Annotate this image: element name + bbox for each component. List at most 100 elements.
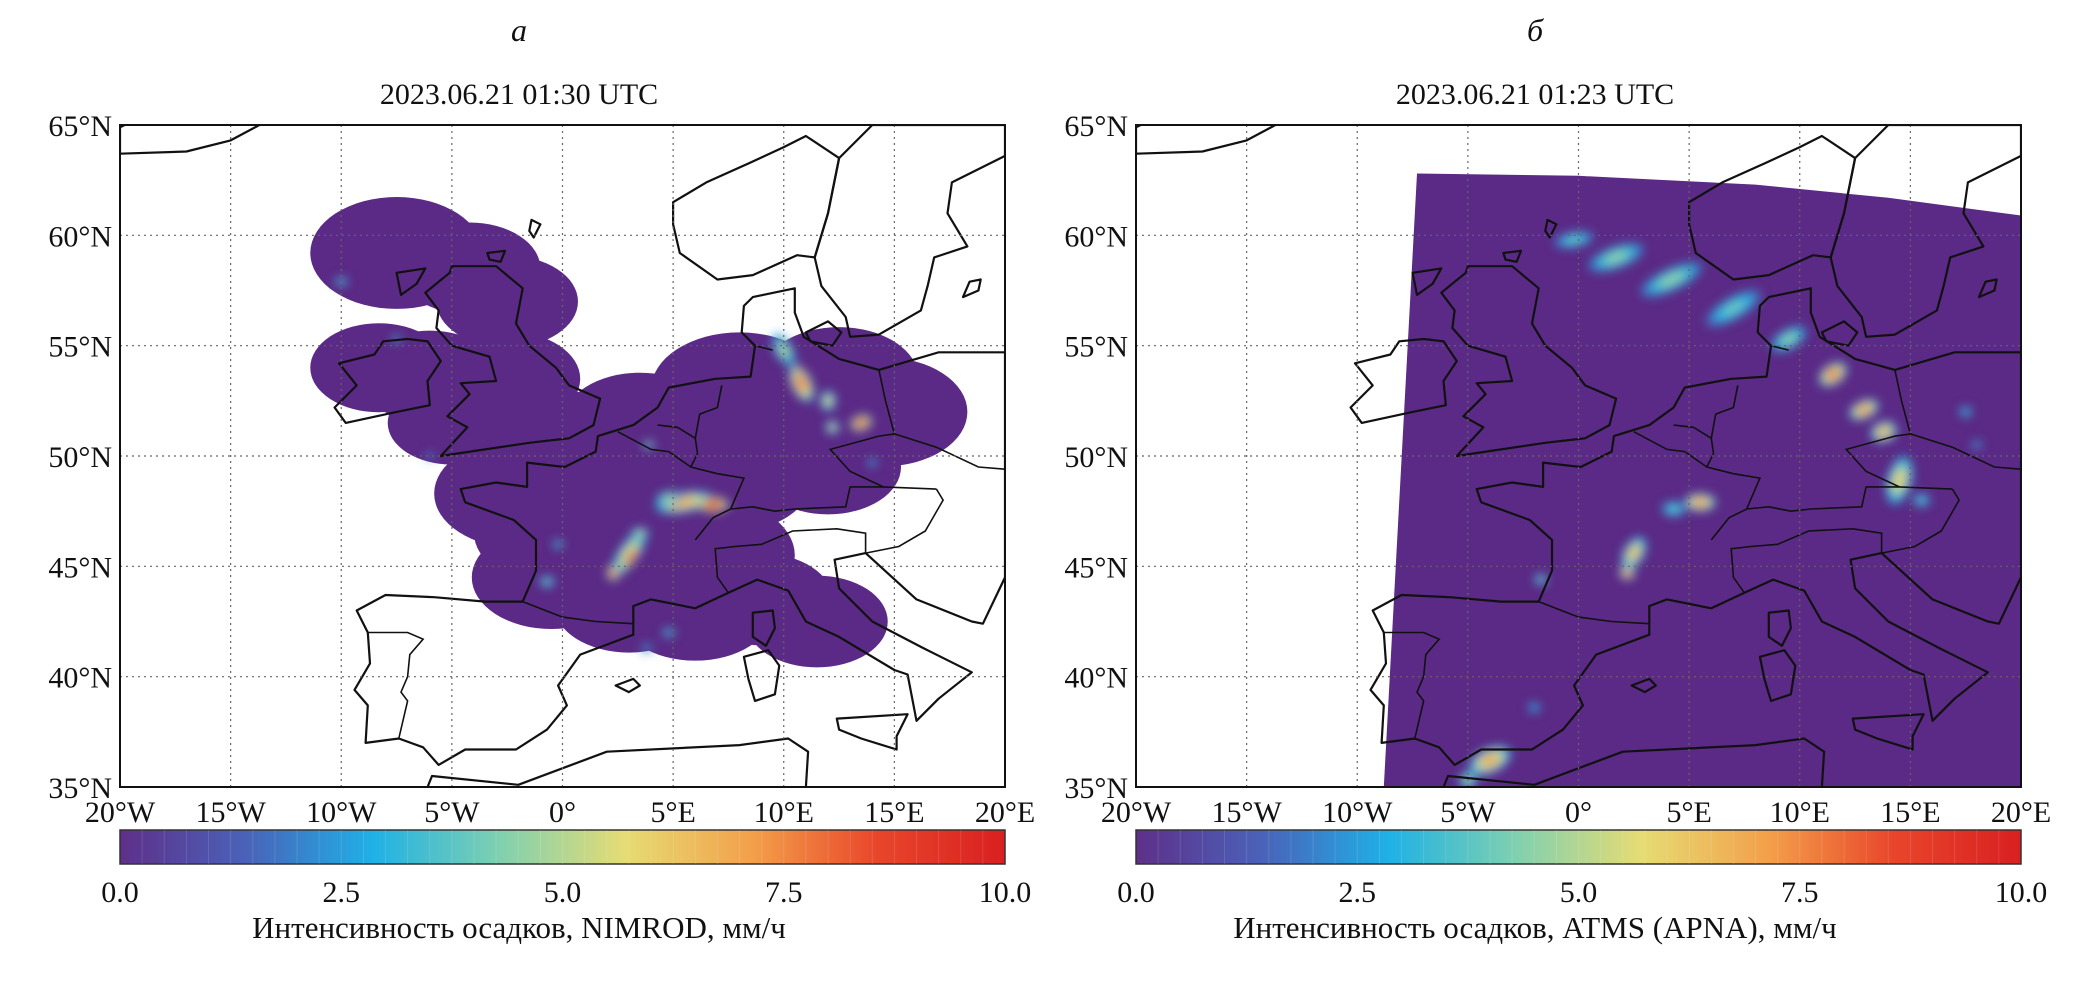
colorbar-label: Интенсивность осадков, NIMROD, мм/ч: [252, 910, 786, 945]
lon-tick-label: 15°W: [1211, 796, 1282, 829]
lat-tick-label: 35°N: [1064, 772, 1128, 805]
precipitation-cell: [1963, 409, 1969, 415]
country-border: [828, 369, 896, 488]
precipitation-cells: [1459, 231, 1983, 787]
coastline-gotland: [961, 278, 982, 299]
country-border: [1673, 385, 1739, 440]
lat-tick-label: 65°N: [48, 110, 112, 143]
panel-atms: б 2023.06.21 01:23 UTC 65°N 60°N 55°N 50°N 4…: [1016, 0, 2054, 1003]
precipitation-cell: [706, 501, 720, 508]
precipitation-cell: [663, 495, 674, 501]
lat-tick-label: 55°N: [48, 331, 112, 364]
precipitation-cell: [779, 343, 789, 357]
coastline-continent: [1369, 287, 2021, 766]
precipitation-cell: [1624, 570, 1631, 576]
country-border: [1844, 369, 1912, 488]
precipitation-cell: [1531, 705, 1537, 710]
coastline-ireland: [1349, 337, 1458, 424]
satellite-swath: [1383, 173, 2021, 787]
lon-tick-label: 5°W: [1440, 796, 1496, 829]
map-content: [120, 125, 1005, 787]
colorbar-tick-label: 0.0: [101, 876, 139, 909]
precipitation-cell: [543, 579, 551, 584]
lon-tick-label: 20°E: [1991, 796, 2051, 829]
coastline-iceland: [120, 125, 261, 155]
precipitation-cell: [824, 396, 832, 405]
precipitation-cell: [644, 646, 649, 650]
lat-tick-label: 45°N: [48, 551, 112, 584]
colorbar-tick-label: 10.0: [1995, 876, 2048, 909]
lon-tick-label: 15°E: [864, 796, 924, 829]
coastline-orkney: [486, 249, 507, 263]
precipitation-cell: [1974, 443, 1979, 447]
coastline-africa: [1442, 737, 1847, 787]
precipitation-cell: [1781, 333, 1796, 345]
coastline-sweden: [1829, 125, 2021, 338]
colorbar-tick-label: 7.5: [1781, 876, 1819, 909]
lat-tick-label: 40°N: [48, 662, 112, 695]
precipitation-cell: [1668, 505, 1679, 513]
precipitation-cell: [427, 454, 432, 458]
precipitation-cell: [1722, 300, 1745, 316]
country-border: [1706, 438, 1715, 468]
lon-tick-label: 10°W: [1322, 796, 1393, 829]
borders: [1383, 344, 2021, 739]
precipitation-cell: [666, 630, 672, 635]
lon-tick-label: 10°E: [754, 796, 814, 829]
lon-tick-label: 15°E: [1880, 796, 1940, 829]
coastline-sicily: [835, 713, 909, 751]
lat-tick-label: 60°N: [1064, 220, 1128, 253]
map-svg: 65°N 60°N 55°N 50°N 45°N 40°N 35°N20°W 15°W 10°W…: [1064, 110, 2051, 909]
precipitation-cell: [636, 531, 644, 536]
map-title: 2023.06.21 01:30 UTC: [379, 78, 659, 111]
coastline-continent: [353, 287, 1005, 766]
colorbar-gradient: [119, 829, 1006, 865]
colorbar-gradient: [1135, 829, 2022, 865]
coastlines: [1136, 125, 2021, 787]
colorbar-tick-label: 10.0: [979, 876, 1032, 909]
map-content: [1136, 125, 2021, 787]
lat-tick-label: 60°N: [48, 220, 112, 253]
panel-nimrod: а 2023.06.21 01:30 UTC 65°N 60°N 55°N 50°N 4…: [0, 0, 1038, 1003]
country-border: [1910, 433, 2021, 470]
country-border: [1770, 344, 1789, 351]
panel-label: б: [1526, 12, 1544, 48]
country-border: [894, 433, 1005, 470]
lat-tick-label: 45°N: [1064, 551, 1128, 584]
borders: [367, 344, 1005, 739]
map-frame: [119, 124, 1006, 788]
coastline-sardinia: [742, 649, 781, 702]
colorbar: 0.0 2.5 5.0 7.5 10.0: [1117, 829, 2048, 909]
precipitation-cell: [796, 375, 807, 391]
graticule: [1136, 125, 2021, 787]
precipitation-cell: [646, 443, 651, 447]
colorbar-tick-label: 5.0: [544, 876, 582, 909]
radar-range-circle: [436, 255, 578, 348]
precipitation-cell: [1659, 272, 1684, 287]
lat-tick-label: 35°N: [48, 772, 112, 805]
coastline-shetland: [1544, 218, 1558, 239]
precipitation-cell: [797, 369, 801, 375]
colorbar-tick-label: 2.5: [1339, 876, 1377, 909]
map-frame: [1135, 124, 2022, 788]
precipitation-cell: [1827, 369, 1839, 380]
colorbar-label: Интенсивность осадков, ATMS (APNA), мм/ч: [1233, 910, 1837, 945]
country-border: [865, 488, 945, 554]
lat-tick-label: 50°N: [1064, 441, 1128, 474]
lon-tick-label: 15°W: [195, 796, 266, 829]
colorbar-tick-label: 5.0: [1560, 876, 1598, 909]
precipitation-cell: [1481, 754, 1499, 767]
precipitation-cell: [870, 460, 875, 465]
panel-label: а: [511, 12, 527, 48]
country-border: [1730, 527, 1883, 594]
precipitation-cell: [1538, 577, 1544, 582]
country-border: [714, 527, 867, 594]
coastline-sardinia: [1758, 649, 1797, 702]
country-border: [1710, 486, 1953, 541]
colorbar-tick-label: 2.5: [323, 876, 361, 909]
coastline-orkney: [1502, 249, 1523, 263]
graticule: [120, 125, 1005, 787]
precipitation-cell: [829, 424, 836, 430]
lon-tick-label: 0°: [549, 796, 576, 829]
country-border: [1881, 488, 1961, 554]
